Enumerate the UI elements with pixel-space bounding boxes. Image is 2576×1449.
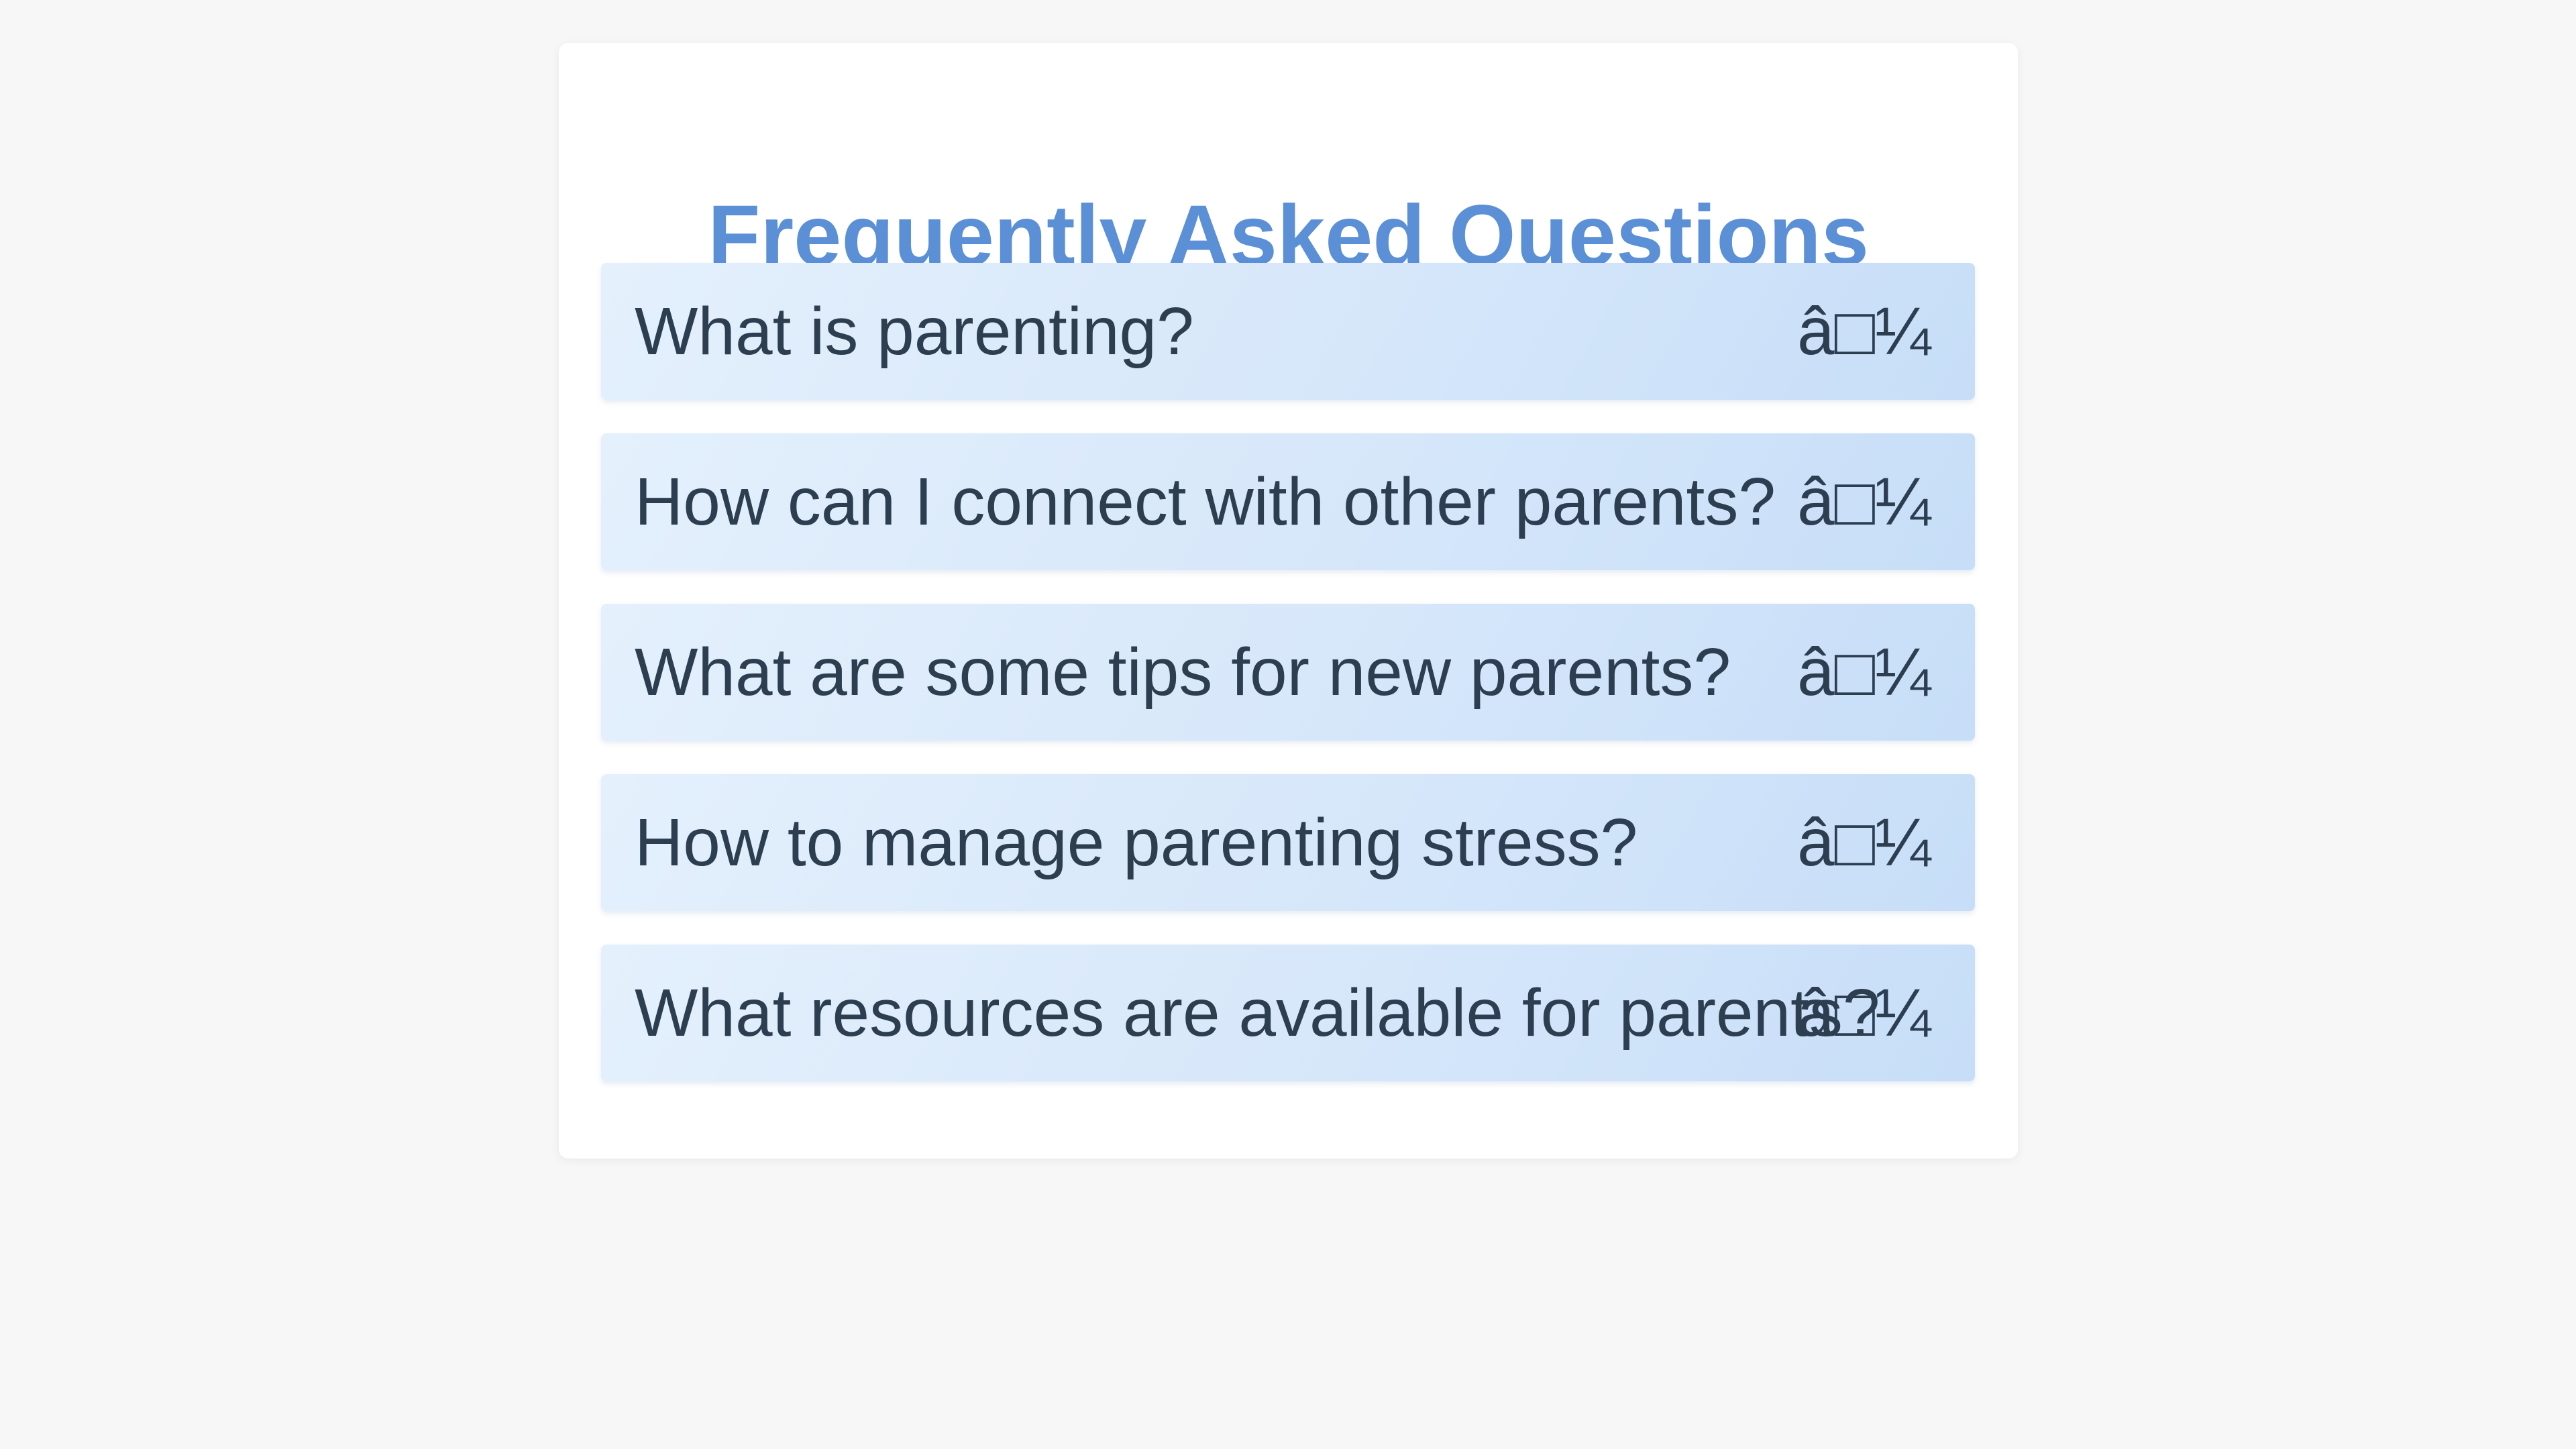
faq-item-3[interactable]: What are some tips for new parents? â□¼ (601, 604, 1975, 741)
faq-list: What is parenting? â□¼ How can I connect… (601, 263, 1975, 1115)
faq-item-2[interactable]: How can I connect with other parents? â□… (601, 433, 1975, 570)
chevron-down-icon[interactable]: â□¼ (1797, 975, 1931, 1051)
faq-question: What resources are available for parents… (635, 975, 1880, 1051)
faq-item-5[interactable]: What resources are available for parents… (601, 945, 1975, 1081)
faq-item-1[interactable]: What is parenting? â□¼ (601, 263, 1975, 400)
chevron-down-icon[interactable]: â□¼ (1797, 805, 1931, 880)
faq-question: What are some tips for new parents? (635, 635, 1731, 710)
faq-question: What is parenting? (635, 294, 1194, 369)
faq-question: How to manage parenting stress? (635, 805, 1638, 880)
faq-question: How can I connect with other parents? (635, 464, 1776, 539)
faq-card: Frequently Asked Questions What is paren… (559, 43, 2018, 1159)
faq-item-4[interactable]: How to manage parenting stress? â□¼ (601, 774, 1975, 911)
chevron-down-icon[interactable]: â□¼ (1797, 635, 1931, 710)
chevron-down-icon[interactable]: â□¼ (1797, 464, 1931, 539)
chevron-down-icon[interactable]: â□¼ (1797, 294, 1931, 369)
